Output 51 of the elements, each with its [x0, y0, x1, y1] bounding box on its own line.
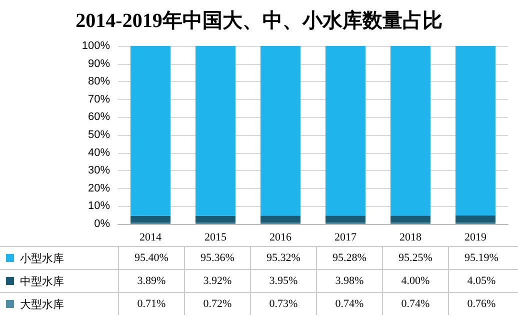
data-label: 3.89%: [118, 270, 184, 292]
bar: [260, 216, 300, 223]
y-tick-label: 70%: [88, 93, 110, 106]
y-tick-label: 30%: [88, 164, 110, 177]
data-label: 4.00%: [382, 270, 448, 292]
data-label: 95.25%: [382, 247, 448, 269]
x-tick-label: 2017: [334, 232, 357, 244]
data-label: 3.98%: [316, 270, 382, 292]
data-label: 0.74%: [382, 293, 448, 315]
data-label: 0.71%: [118, 293, 184, 315]
bar: [260, 46, 300, 216]
data-label: 3.95%: [250, 270, 316, 292]
legend-label: 中型水库: [20, 274, 64, 288]
data-label: 95.28%: [316, 247, 382, 269]
bar: [390, 216, 430, 223]
bar: [456, 215, 496, 223]
y-tick-label: 90%: [88, 58, 110, 70]
data-label: 0.74%: [316, 293, 382, 315]
x-tick-label: 2016: [270, 232, 292, 244]
data-label: 0.73%: [250, 293, 316, 315]
bar: [130, 46, 170, 216]
legend-label: 小型水库: [20, 252, 64, 266]
y-tick-label: 100%: [82, 40, 110, 52]
bar: [130, 216, 170, 223]
data-label: 95.32%: [250, 247, 316, 269]
y-tick-label: 20%: [88, 182, 110, 194]
x-tick-label: 2018: [400, 232, 422, 244]
bar: [326, 216, 366, 223]
data-label: 95.40%: [118, 247, 184, 269]
y-tick-label: 40%: [88, 146, 110, 159]
chart-title: 2014-2019年中国大、中、小水库数量占比: [76, 9, 442, 32]
data-label: 0.76%: [448, 293, 514, 315]
x-tick-label: 2014: [140, 232, 162, 244]
data-label: 3.92%: [184, 270, 250, 292]
bar: [196, 216, 236, 223]
x-tick-label: 2019: [464, 232, 487, 244]
legend-label: 大型水库: [20, 298, 64, 312]
data-label: 4.05%: [448, 270, 514, 292]
y-tick-label: 10%: [88, 200, 110, 212]
data-label: 0.72%: [184, 293, 250, 315]
x-tick-label: 2015: [204, 232, 227, 244]
y-tick-label: 0%: [94, 218, 110, 230]
bar: [196, 46, 236, 216]
data-label: 95.19%: [448, 247, 514, 269]
y-tick-label: 80%: [88, 76, 110, 88]
y-tick-label: 60%: [88, 111, 110, 124]
bar: [326, 46, 366, 216]
bar: [456, 46, 496, 216]
data-label: 95.36%: [184, 247, 250, 269]
y-tick-label: 50%: [88, 129, 110, 141]
bar: [390, 46, 430, 216]
